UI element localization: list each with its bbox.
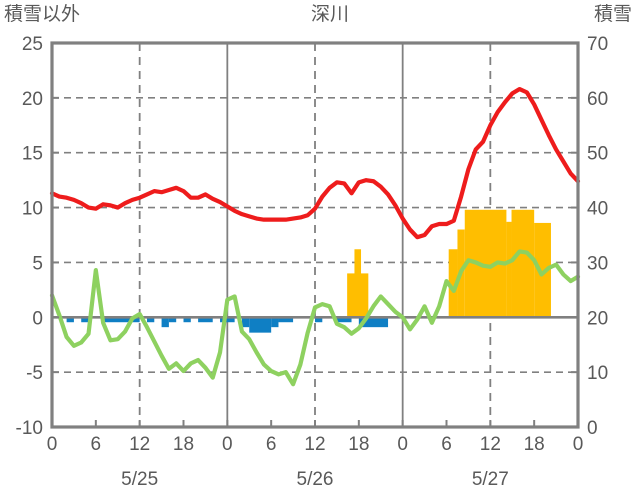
- x-axis-tick-label: 0: [573, 434, 584, 455]
- x-axis-tick-label: 18: [348, 434, 369, 455]
- x-axis-day-label: 5/27: [472, 469, 509, 490]
- y-axis-tick-label: 0: [32, 308, 43, 329]
- x-axis-tick-label: 0: [222, 434, 233, 455]
- y2-axis-tick-label: 30: [587, 253, 608, 274]
- y-axis-tick-label: -5: [26, 363, 43, 384]
- x-axis-tick-label: 6: [266, 434, 277, 455]
- chart-title: 深川: [311, 3, 349, 25]
- precip-bar: [66, 317, 74, 323]
- precip-bar: [358, 317, 389, 328]
- y2-axis-tick-label: 0: [587, 418, 598, 439]
- precip-bar-group: [66, 317, 389, 333]
- x-axis-day-label: 5/26: [297, 469, 334, 490]
- x-axis-tick-label: 12: [129, 434, 150, 455]
- snow-bar: [448, 249, 458, 318]
- y-axis-tick-label: 15: [22, 144, 43, 165]
- precip-bar: [241, 317, 250, 328]
- right-axis-caption: 積雪: [594, 3, 632, 25]
- x-axis-day-label: 5/25: [121, 469, 158, 490]
- x-axis-tick-label: 6: [91, 434, 102, 455]
- y2-axis-tick-label: 20: [587, 308, 608, 329]
- precip-bar: [198, 317, 213, 323]
- precip-bar: [278, 317, 294, 323]
- x-axis-tick-label: 12: [480, 434, 501, 455]
- precip-bar: [168, 317, 177, 323]
- precip-bar: [81, 317, 89, 323]
- precip-bar: [103, 317, 140, 323]
- y-axis-tick-label: 20: [22, 89, 43, 110]
- y2-axis-tick-label: 70: [587, 34, 608, 55]
- precip-bar: [271, 317, 279, 328]
- temperature-line: [49, 86, 581, 240]
- x-axis-tick-label: 18: [524, 434, 545, 455]
- precip-bar: [249, 317, 272, 333]
- precip-bar: [315, 317, 323, 323]
- y2-axis-tick-label: 50: [587, 144, 608, 165]
- x-axis-tick-label: 0: [47, 434, 58, 455]
- precip-bar: [146, 317, 155, 323]
- x-axis-tick-label: 0: [397, 434, 408, 455]
- snow-bar: [534, 222, 551, 318]
- snow-bar: [506, 221, 512, 318]
- precip-bar: [161, 317, 169, 328]
- precip-bar: [220, 317, 235, 323]
- y-axis-tick-label: -10: [16, 418, 43, 439]
- wind-line: [49, 249, 581, 387]
- y2-axis-tick-label: 40: [587, 199, 608, 220]
- y-axis-tick-label: 25: [22, 34, 43, 55]
- x-axis-tick-label: 6: [441, 434, 452, 455]
- y2-axis-tick-label: 10: [587, 363, 608, 384]
- x-axis-tick-label: 18: [173, 434, 194, 455]
- snow-bar-group: [347, 209, 551, 318]
- precip-bar: [336, 317, 352, 323]
- y-axis-tick-label: 10: [22, 199, 43, 220]
- y-axis-tick-label: 5: [32, 253, 43, 274]
- snow-bar: [354, 249, 362, 318]
- x-axis-tick-label: 12: [304, 434, 325, 455]
- precip-bar: [183, 317, 191, 323]
- left-axis-caption: 積雪以外: [4, 3, 80, 25]
- snow-bar: [511, 209, 535, 318]
- y2-axis-tick-label: 60: [587, 89, 608, 110]
